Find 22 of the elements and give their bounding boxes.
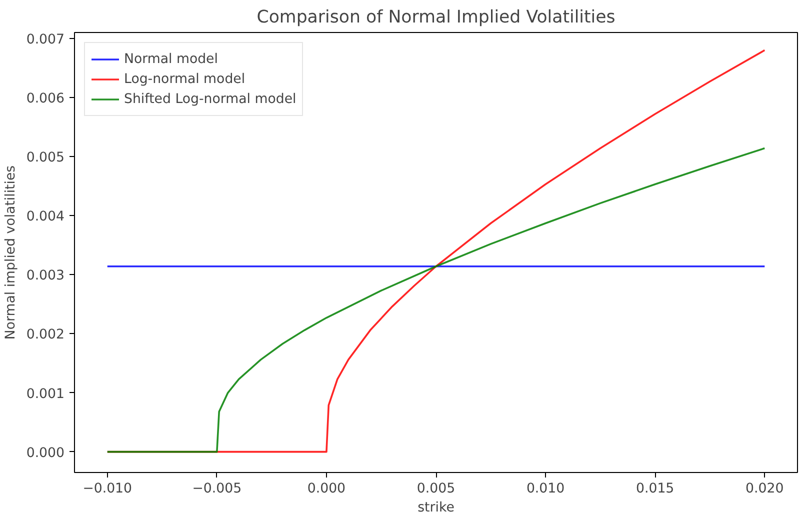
x-tick-label: 0.000 <box>307 482 346 496</box>
x-tick-label: −0.010 <box>82 482 132 496</box>
y-axis-title: Normal implied volatilities <box>3 165 18 340</box>
y-tick-label: 0.005 <box>26 150 64 166</box>
legend-label: Log-normal model <box>124 71 246 87</box>
x-tick-label: −0.005 <box>192 482 242 496</box>
y-tick-label: 0.000 <box>26 446 64 461</box>
x-tick-label: 0.020 <box>746 482 784 496</box>
line-series <box>106 147 766 453</box>
y-tick-label: 0.001 <box>26 386 64 402</box>
legend-label: Normal model <box>124 51 218 67</box>
y-tick-label: 0.006 <box>26 91 64 106</box>
y-tick-label: 0.007 <box>26 32 64 48</box>
y-tick-label: 0.004 <box>26 210 64 225</box>
x-tick-label: 0.005 <box>416 482 456 496</box>
x-tick-label: 0.010 <box>526 482 565 496</box>
y-tick-label: 0.002 <box>26 328 64 343</box>
x-axis-title: strike <box>418 500 454 516</box>
x-tick-label: 0.015 <box>636 482 674 496</box>
legend-label: Shifted Log-normal model <box>124 91 296 107</box>
chart-title: Comparison of Normal Implied Volatilities <box>256 8 616 28</box>
y-tick-label: 0.003 <box>26 268 64 284</box>
